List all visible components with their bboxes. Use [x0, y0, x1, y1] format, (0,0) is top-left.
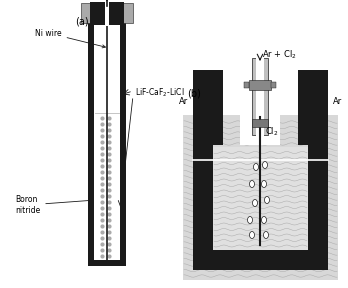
Ellipse shape [262, 162, 268, 168]
Ellipse shape [264, 196, 269, 204]
Text: Boron
nitride: Boron nitride [15, 195, 92, 215]
Text: (b): (b) [187, 88, 201, 98]
Bar [252, 58, 268, 135]
Bar [193, 145, 213, 270]
Bar [240, 65, 280, 145]
Text: Ar + Cl$_2$: Ar + Cl$_2$ [262, 49, 297, 61]
Ellipse shape [250, 181, 254, 187]
Text: Ni wire: Ni wire [35, 29, 105, 48]
Text: Ar: Ar [333, 96, 342, 105]
Ellipse shape [261, 217, 267, 223]
Ellipse shape [247, 217, 253, 223]
Bar [308, 145, 328, 270]
Bar [81, 3, 133, 23]
Text: Ar: Ar [179, 96, 188, 105]
Ellipse shape [253, 200, 258, 206]
Bar [213, 147, 308, 250]
Bar [271, 82, 276, 88]
Bar [105, 1, 109, 26]
Bar [244, 82, 249, 88]
Bar [193, 70, 223, 145]
Bar [193, 250, 328, 270]
Bar [183, 115, 338, 280]
Bar [88, 18, 126, 266]
Text: LiF-CaF$_2$-LiCl: LiF-CaF$_2$-LiCl [135, 87, 184, 99]
Text: (a): (a) [75, 16, 89, 26]
Bar [99, 20, 115, 113]
Ellipse shape [253, 164, 259, 170]
Bar [249, 80, 271, 90]
Text: Cl$_2$: Cl$_2$ [265, 126, 278, 138]
Bar [256, 57, 264, 136]
Ellipse shape [261, 181, 267, 187]
Ellipse shape [263, 232, 269, 238]
Ellipse shape [250, 232, 254, 238]
Bar [94, 18, 120, 260]
Bar [298, 70, 328, 145]
Bar [252, 119, 268, 127]
Bar [99, 113, 115, 260]
Bar [90, 2, 124, 25]
